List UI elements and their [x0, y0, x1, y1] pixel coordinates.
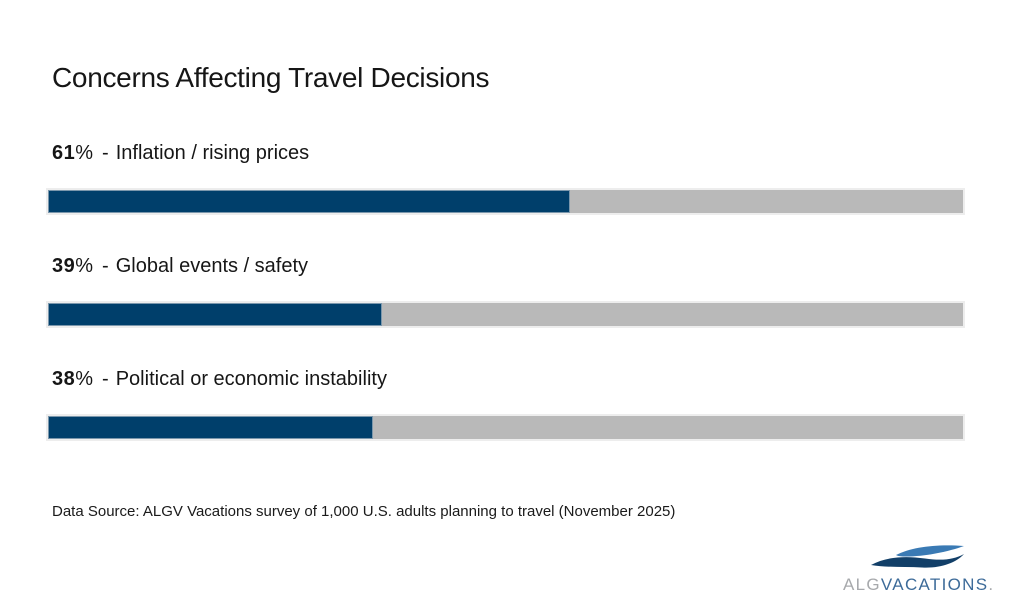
bar-fill — [48, 303, 382, 326]
data-source-note: Data Source: ALGV Vacations survey of 1,… — [52, 503, 676, 520]
wave-icon — [871, 545, 964, 568]
bar-row: 61% - Inflation / rising prices — [48, 140, 963, 253]
percent-sign: % — [75, 368, 94, 390]
bar-value: 61 — [52, 142, 76, 164]
bar-value: 38 — [52, 368, 76, 390]
chart-title: Concerns Affecting Travel Decisions — [52, 62, 490, 93]
bar-row: 38% - Political or economic instability — [48, 366, 963, 479]
bar-category: Political or economic instability — [115, 368, 387, 390]
bar-label: 61% - Inflation / rising prices — [48, 140, 963, 166]
bar-label: 39% - Global events / safety — [48, 253, 963, 279]
bar-fill — [48, 190, 570, 213]
bar-track — [48, 416, 963, 439]
logo-name: VACATIONS — [880, 575, 989, 594]
logo-prefix: ALG — [843, 575, 881, 594]
percent-sign: % — [75, 255, 94, 277]
bar-chart: 61% - Inflation / rising prices 39% - Global … — [48, 140, 963, 479]
label-separator: - — [102, 142, 109, 164]
percent-sign: % — [75, 142, 94, 164]
bar-label: 38% - Political or economic instability — [48, 366, 963, 392]
bar-track — [48, 190, 963, 213]
alg-vacations-logo: ALGVACATIONS. — [843, 544, 993, 595]
bar-category: Global events / safety — [115, 255, 309, 277]
logo-wordmark: ALGVACATIONS. — [843, 575, 993, 595]
bar-value: 39 — [52, 255, 76, 277]
bar-track — [48, 303, 963, 326]
label-separator: - — [102, 368, 109, 390]
logo-suffix: . — [988, 575, 995, 594]
bar-row: 39% - Global events / safety — [48, 253, 963, 366]
label-separator: - — [102, 255, 109, 277]
bar-category: Inflation / rising prices — [115, 142, 310, 164]
bar-fill — [48, 416, 373, 439]
